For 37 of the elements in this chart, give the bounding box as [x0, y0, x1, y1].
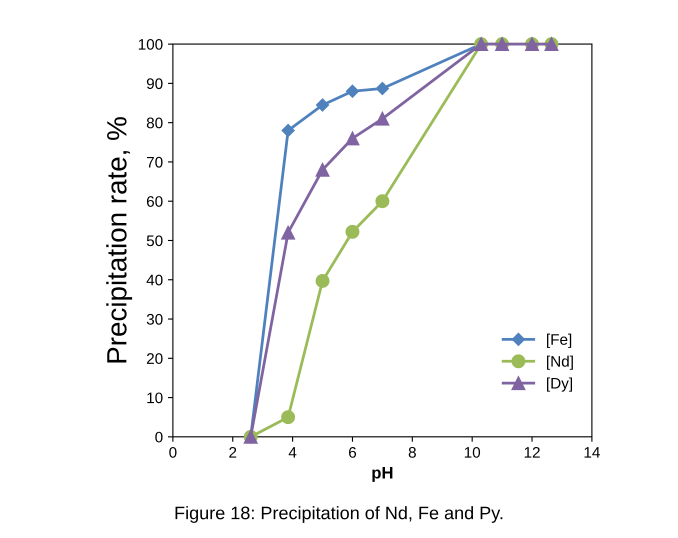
y-tick-label: 60	[146, 196, 163, 207]
y-tick-label: 10	[147, 392, 163, 404]
x-tick-label: 4	[288, 447, 296, 458]
point	[346, 131, 360, 146]
legend-label: [Dy]	[547, 377, 572, 392]
y-tick-label: 90	[146, 78, 163, 90]
y-tick-label: 100	[138, 38, 163, 50]
point	[346, 84, 360, 98]
x-tick-label: 10	[464, 446, 480, 458]
x-axis-title: pH	[372, 466, 392, 482]
x-tick-label: 0	[169, 446, 177, 458]
y-tick-label: 40	[146, 274, 163, 286]
point	[281, 226, 296, 240]
x-tick-label: 12	[524, 446, 540, 458]
y-axis-title: Precipitation rate, %	[106, 117, 132, 362]
x-tick-label: 2	[229, 446, 236, 458]
point	[375, 194, 390, 208]
y-tick-label: 70	[146, 156, 163, 168]
legend-label: [Fe]	[547, 334, 572, 348]
point	[316, 274, 330, 288]
point	[282, 124, 295, 138]
point	[375, 112, 390, 126]
y-tick-label: 50	[146, 235, 163, 246]
y-tick-label: 80	[146, 118, 163, 128]
y-tick-label: 0	[155, 432, 163, 443]
point	[281, 410, 296, 424]
x-tick-label: 6	[348, 446, 356, 458]
point	[316, 98, 330, 112]
point	[376, 82, 389, 96]
x-tick-label: 8	[408, 446, 416, 458]
y-tick-label: 30	[146, 314, 163, 325]
legend-label: [Nd]	[547, 356, 573, 370]
point	[346, 224, 360, 239]
point	[316, 162, 330, 177]
x-tick-label: 14	[584, 447, 600, 458]
caption: Figure 18: Precipitation of Nd, Fe and Py.	[176, 506, 502, 523]
y-tick-label: 20	[146, 353, 163, 364]
